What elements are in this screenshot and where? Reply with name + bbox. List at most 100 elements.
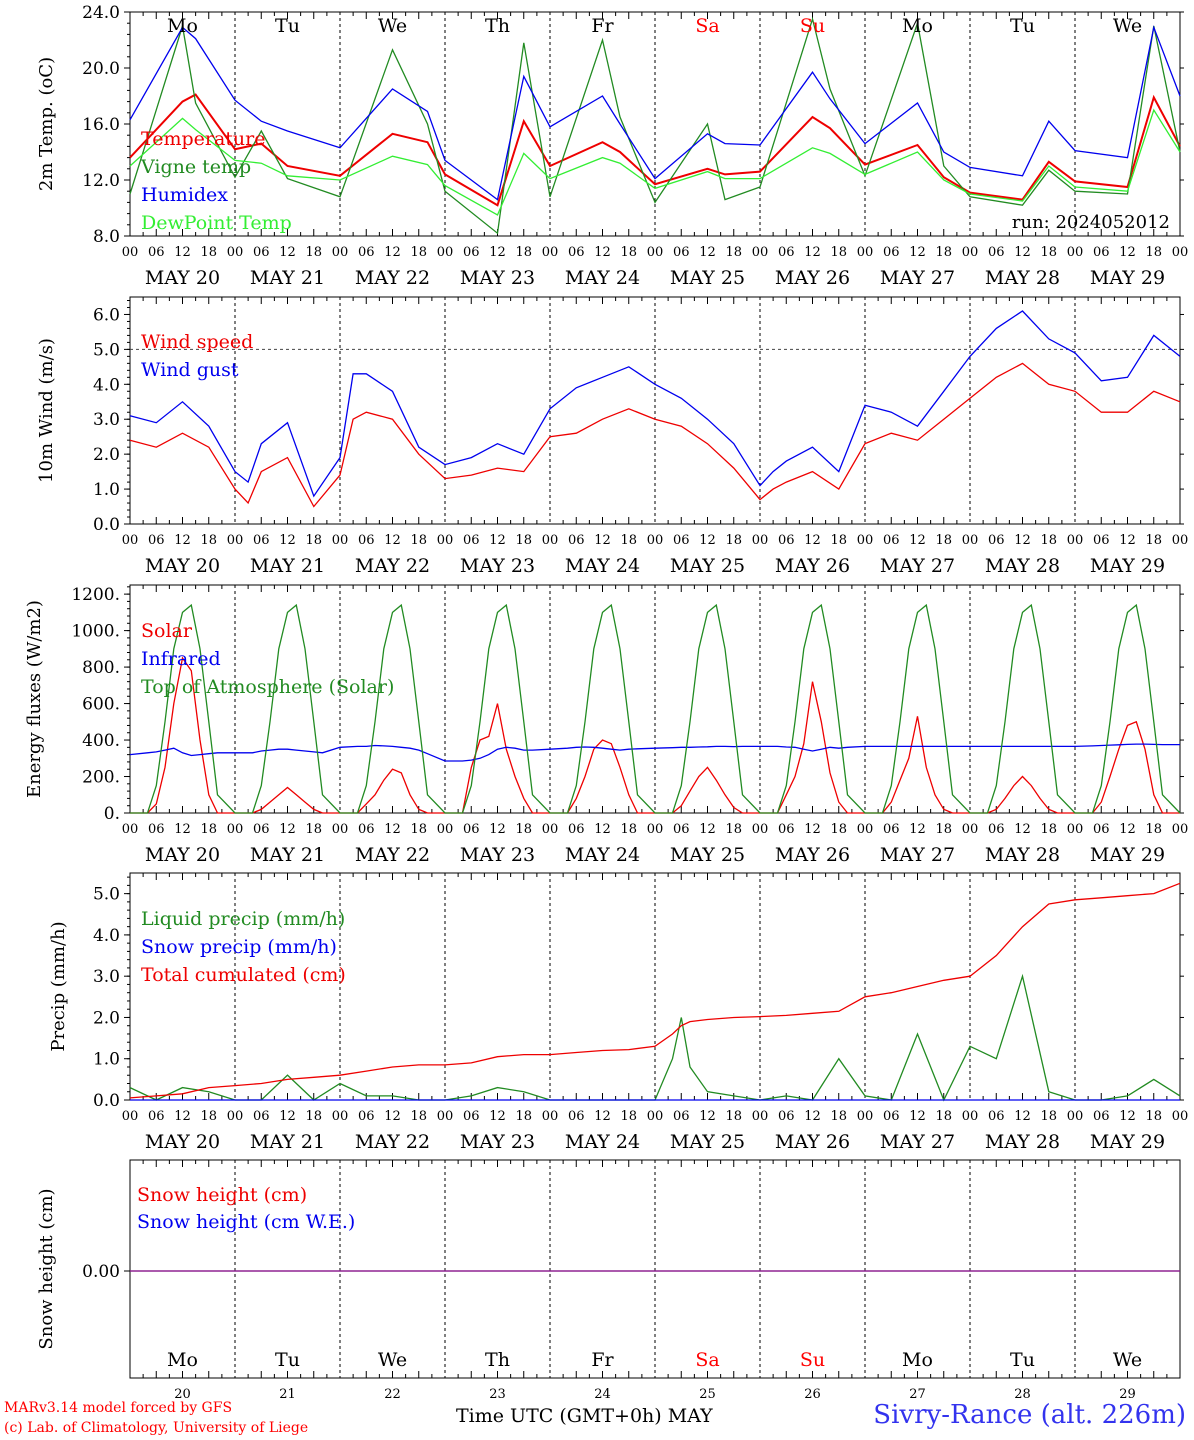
date-label: MAY 23 (460, 267, 535, 289)
series-line-temperature (129, 93, 1181, 207)
hour-label: 00 (857, 533, 874, 548)
hour-label: 06 (148, 533, 165, 548)
hour-label: 00 (1067, 245, 1084, 260)
date-label: MAY 20 (145, 267, 220, 289)
date-label: MAY 22 (355, 267, 430, 289)
hour-label: 12 (594, 533, 611, 548)
day-number-label: 24 (594, 1387, 611, 1402)
hour-label: 18 (620, 1109, 637, 1124)
hour-label: 12 (1014, 822, 1031, 837)
hour-label: 00 (332, 1109, 349, 1124)
y-tick-label: 16.0 (82, 115, 120, 135)
hour-label: 06 (568, 245, 585, 260)
weekday-label: Mo (902, 15, 933, 37)
weekday-label: Mo (167, 15, 198, 37)
weekday-label: We (378, 1349, 407, 1371)
weekday-label: Fr (591, 1349, 614, 1371)
legend-wind-gust: Wind gust (141, 359, 239, 381)
date-label: MAY 20 (145, 555, 220, 577)
weekday-label: Th (485, 1349, 510, 1371)
hour-label: 06 (988, 245, 1005, 260)
hour-label: 12 (489, 533, 506, 548)
date-label: MAY 27 (880, 1131, 955, 1153)
y-tick-label: 5.0 (93, 885, 120, 905)
legend-solar: Solar (141, 620, 193, 642)
hour-label: 00 (122, 822, 139, 837)
hour-label: 12 (174, 822, 191, 837)
hour-label: 18 (1040, 1109, 1057, 1124)
hour-label: 06 (148, 245, 165, 260)
hour-label: 18 (725, 245, 742, 260)
hour-label: 18 (830, 822, 847, 837)
hour-label: 12 (1119, 822, 1136, 837)
legend-snow-height-cm-w-e-: Snow height (cm W.E.) (137, 1211, 355, 1233)
y-tick-label: 0.00 (82, 1262, 120, 1282)
legend-snow-precip-mm-h-: Snow precip (mm/h) (141, 936, 337, 958)
hour-label: 06 (988, 822, 1005, 837)
hour-label: 00 (647, 1109, 664, 1124)
hour-label: 18 (515, 533, 532, 548)
hour-label: 00 (437, 1109, 454, 1124)
series-line-infrared (129, 743, 1180, 762)
y-tick-label: 3.0 (93, 410, 120, 430)
hour-label: 12 (594, 245, 611, 260)
date-label: MAY 21 (250, 844, 325, 866)
date-label: MAY 28 (985, 555, 1060, 577)
hour-label: 12 (699, 533, 716, 548)
date-label: MAY 22 (355, 1131, 430, 1153)
hour-label: 18 (830, 533, 847, 548)
model-credit: MARv3.14 model forced by GFS (4, 1400, 233, 1416)
hour-label: 00 (962, 245, 979, 260)
hour-label: 18 (515, 822, 532, 837)
hour-label: 12 (699, 245, 716, 260)
y-axis-label: Energy fluxes (W/m2) (24, 600, 45, 798)
hour-label: 12 (909, 245, 926, 260)
day-number-label: 21 (279, 1387, 296, 1402)
hour-label: 12 (1119, 245, 1136, 260)
y-tick-label: 24.0 (82, 3, 120, 23)
hour-label: 00 (1067, 1109, 1084, 1124)
hour-label: 12 (279, 533, 296, 548)
hour-label: 00 (647, 822, 664, 837)
hour-label: 18 (515, 245, 532, 260)
hour-label: 00 (542, 1109, 559, 1124)
hour-label: 00 (1172, 822, 1189, 837)
hour-label: 12 (174, 245, 191, 260)
hour-label: 00 (647, 245, 664, 260)
legend-vigne-temp: Vigne temp (140, 156, 251, 178)
hour-label: 06 (673, 1109, 690, 1124)
date-label: MAY 25 (670, 844, 745, 866)
y-axis-label: 2m Temp. (oC) (36, 57, 57, 191)
date-label: MAY 29 (1090, 267, 1165, 289)
hour-label: 00 (227, 1109, 244, 1124)
legend-total-cumulated-cm-: Total cumulated (cm) (141, 964, 346, 986)
hour-label: 12 (804, 1109, 821, 1124)
hour-label: 06 (358, 822, 375, 837)
weekday-label: Tu (275, 1349, 300, 1371)
hour-label: 06 (1093, 822, 1110, 837)
y-tick-label: 400. (82, 731, 120, 751)
hour-label: 06 (673, 822, 690, 837)
hour-label: 00 (332, 533, 349, 548)
hour-label: 18 (830, 1109, 847, 1124)
date-label: MAY 25 (670, 555, 745, 577)
date-label: MAY 26 (775, 1131, 850, 1153)
series-line-top-of-atmosphere-solar- (130, 603, 1181, 814)
y-axis-label: Snow height (cm) (36, 1188, 57, 1349)
hour-label: 00 (857, 245, 874, 260)
legend-humidex: Humidex (141, 184, 228, 206)
hour-label: 06 (463, 245, 480, 260)
hour-label: 12 (594, 1109, 611, 1124)
legend-wind-speed: Wind speed (141, 331, 253, 353)
hour-label: 18 (1040, 822, 1057, 837)
hour-label: 12 (804, 245, 821, 260)
hour-label: 00 (962, 822, 979, 837)
weekday-label: Su (800, 15, 825, 37)
legend-top-of-atmosphere-solar-: Top of Atmosphere (Solar) (141, 676, 394, 698)
y-tick-label: 0.0 (93, 515, 120, 535)
series-line-wind-speed (129, 362, 1181, 508)
hour-label: 00 (332, 245, 349, 260)
hour-label: 12 (279, 822, 296, 837)
weekday-label: Tu (275, 15, 300, 37)
hour-label: 06 (883, 245, 900, 260)
